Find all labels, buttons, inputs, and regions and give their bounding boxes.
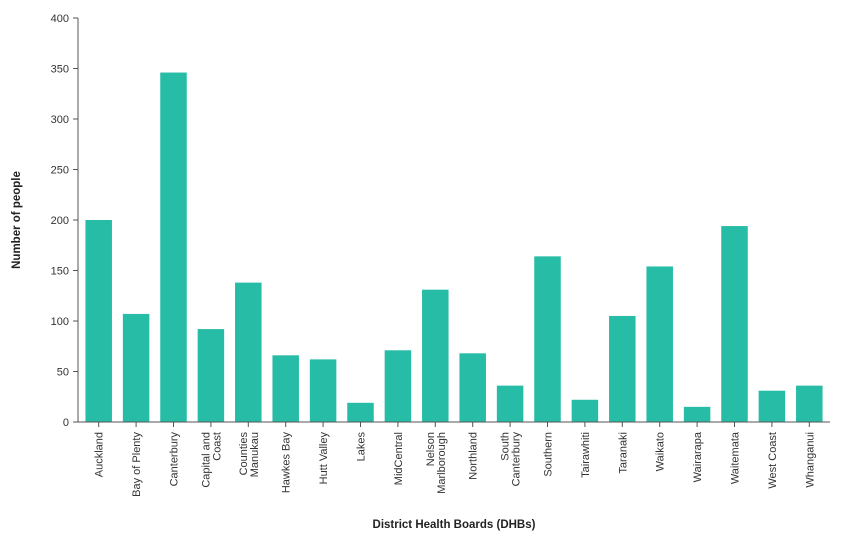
bar: [197, 329, 225, 422]
x-tick-label: Whanganui: [804, 432, 816, 488]
x-tick-label: MidCentral: [393, 432, 405, 485]
x-tick-label: Auckland: [94, 432, 106, 477]
bar: [609, 315, 636, 422]
bar: [160, 72, 187, 422]
bar: [272, 355, 299, 422]
x-tick-label: Wairarapa: [692, 431, 704, 482]
x-tick-label: NelsonMarlborough: [425, 432, 448, 494]
y-tick-label: 50: [57, 367, 69, 379]
bar: [309, 359, 337, 422]
bar: [758, 390, 786, 422]
x-tick-label: Canterbury: [169, 432, 181, 487]
y-tick-label: 250: [51, 165, 69, 177]
x-tick-label: Northland: [468, 432, 480, 480]
bar: [646, 266, 673, 422]
y-tick-label: 100: [51, 316, 69, 328]
y-tick-label: 0: [63, 417, 69, 429]
x-axis-title: District Health Boards (DHBs): [373, 519, 536, 531]
x-tick-label: Bay of Plenty: [131, 432, 143, 497]
x-tick-label: Waitemata: [730, 431, 742, 484]
y-tick-label: 300: [51, 114, 69, 126]
bar: [122, 313, 150, 422]
y-tick-label: 150: [51, 266, 69, 278]
x-tick-label: SouthCanterbury: [500, 432, 523, 487]
y-tick-label: 400: [51, 13, 69, 25]
x-tick-label: Capital andCoast: [200, 432, 223, 488]
y-axis: 0 50 100 150 200 250 300 350 400: [51, 13, 78, 429]
x-tick-label: Lakes: [356, 432, 368, 462]
x-tick-label: CountiesManukau: [238, 432, 261, 478]
bar: [721, 226, 748, 422]
x-tick-label: Tairawhiti: [580, 432, 592, 478]
x-axis: Auckland Bay of Plenty Canterbury Capital a…: [94, 422, 816, 497]
bar: [347, 402, 374, 422]
bar: [422, 289, 449, 422]
bar: [235, 282, 262, 422]
x-tick-label: Taranaki: [617, 432, 629, 474]
y-axis-title: Number of people: [11, 171, 23, 269]
x-tick-label: Hawkes Bay: [281, 432, 293, 494]
bar: [384, 350, 412, 422]
y-tick-label: 200: [51, 215, 69, 227]
x-tick-label: Southern: [543, 432, 555, 477]
x-tick-label: Waikato: [655, 432, 667, 471]
bar: [796, 385, 823, 422]
bar: [683, 406, 711, 422]
y-tick-label: 350: [51, 64, 69, 76]
bar: [85, 220, 112, 422]
x-tick-label: Hutt Valley: [318, 432, 330, 485]
bar: [496, 385, 524, 422]
x-tick-label: West Coast: [767, 432, 779, 489]
bars-group: [85, 72, 823, 422]
bar: [571, 399, 599, 422]
bar: [534, 256, 561, 422]
bar: [459, 353, 486, 422]
